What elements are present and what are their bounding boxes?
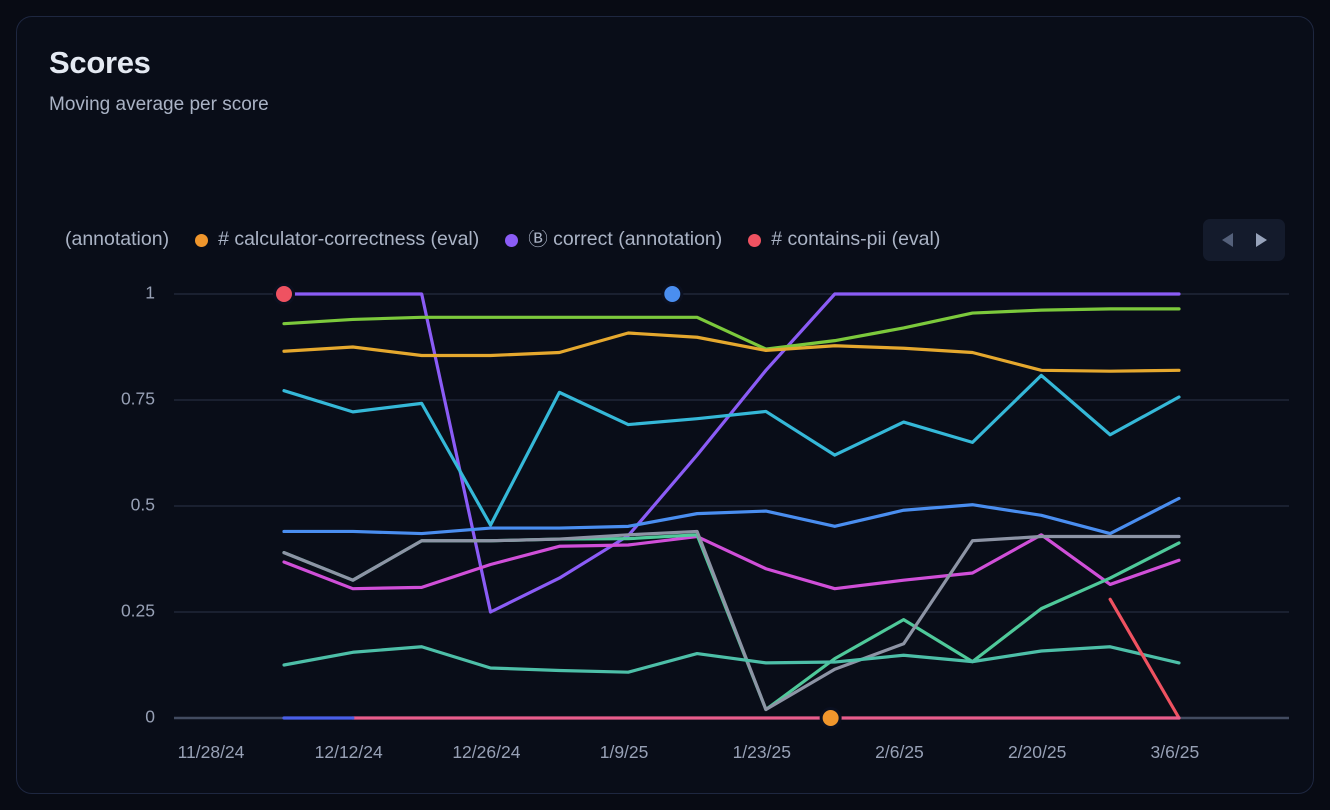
chart-gridlines bbox=[174, 293, 1289, 720]
chart-legend: (annotation) # calculator-correctness (ev… bbox=[65, 217, 1285, 263]
legend-next-button[interactable] bbox=[1246, 226, 1276, 254]
legend-item[interactable]: # calculator-correctness (eval) bbox=[195, 230, 479, 250]
x-tick-label: 11/28/24 bbox=[178, 742, 245, 762]
y-tick-label: 0 bbox=[145, 707, 155, 727]
x-tick-label: 3/6/25 bbox=[1151, 742, 1200, 762]
x-tick-label: 2/20/25 bbox=[1008, 742, 1066, 762]
annotation-marker[interactable] bbox=[664, 286, 681, 302]
page-title: Scores bbox=[49, 45, 151, 80]
chevron-right-icon bbox=[1255, 233, 1267, 247]
series-line bbox=[282, 292, 1181, 614]
x-tick-label: 1/23/25 bbox=[733, 742, 791, 762]
y-axis-tick-labels: 0 0.25 0.5 0.75 1 bbox=[121, 283, 155, 727]
series-line bbox=[282, 373, 1181, 527]
scores-chart-card: Scores Moving average per score (annotat… bbox=[16, 16, 1314, 794]
chart-plot-area: 0 0.25 0.5 0.75 1 11/28/24 12/12/24 12/26/24 1/… bbox=[17, 17, 1313, 793]
chart-series-lines bbox=[282, 292, 1181, 720]
chart-annotation-markers bbox=[273, 283, 842, 729]
series-line bbox=[282, 529, 1181, 712]
legend-item-label: # calculator-correctness (eval) bbox=[218, 230, 480, 250]
series-line bbox=[282, 645, 1181, 674]
annotation-marker-ring bbox=[273, 283, 295, 305]
legend-item-label: # contains-pii (eval) bbox=[771, 230, 941, 250]
legend-item[interactable]: (annotation) bbox=[65, 230, 169, 250]
series-line bbox=[282, 496, 1181, 536]
x-tick-label: 1/9/25 bbox=[600, 742, 649, 762]
legend-color-dot bbox=[748, 233, 762, 247]
x-tick-label: 12/12/24 bbox=[315, 742, 383, 762]
y-tick-label: 0.75 bbox=[121, 389, 155, 409]
annotation-marker-ring bbox=[819, 707, 842, 729]
y-tick-label: 0.25 bbox=[121, 601, 155, 621]
card-header: Scores Moving average per score bbox=[49, 44, 269, 117]
legend-prev-button[interactable] bbox=[1212, 226, 1242, 254]
legend-item-list: (annotation) # calculator-correctness (ev… bbox=[65, 230, 1187, 250]
series-line bbox=[282, 331, 1181, 373]
legend-color-dot bbox=[195, 233, 209, 247]
x-axis-tick-labels: 11/28/24 12/12/24 12/26/24 1/9/25 1/23/25 2/6… bbox=[178, 742, 1200, 762]
series-line bbox=[1108, 597, 1181, 720]
legend-color-dot bbox=[505, 233, 519, 247]
y-tick-label: 1 bbox=[145, 283, 155, 303]
x-tick-label: 12/26/24 bbox=[452, 742, 520, 762]
page-subtitle: Moving average per score bbox=[49, 94, 269, 116]
annotation-marker[interactable] bbox=[276, 286, 292, 302]
series-line bbox=[282, 533, 1181, 712]
legend-item[interactable]: Ⓑ correct (annotation) bbox=[505, 230, 722, 250]
scores-line-chart: 0 0.25 0.5 0.75 1 11/28/24 12/12/24 12/26/24 1/… bbox=[121, 283, 1289, 762]
legend-item-label: (annotation) bbox=[65, 230, 170, 250]
y-tick-label: 0.5 bbox=[131, 495, 155, 515]
series-line bbox=[282, 533, 1181, 591]
legend-item-label: Ⓑ correct (annotation) bbox=[528, 230, 723, 250]
legend-item[interactable]: # contains-pii (eval) bbox=[748, 230, 940, 250]
annotation-marker[interactable] bbox=[822, 710, 839, 726]
x-tick-label: 2/6/25 bbox=[875, 742, 924, 762]
legend-pagination bbox=[1203, 219, 1285, 261]
series-line bbox=[282, 307, 1181, 351]
chevron-left-icon bbox=[1221, 233, 1233, 247]
annotation-marker-ring bbox=[661, 283, 684, 305]
